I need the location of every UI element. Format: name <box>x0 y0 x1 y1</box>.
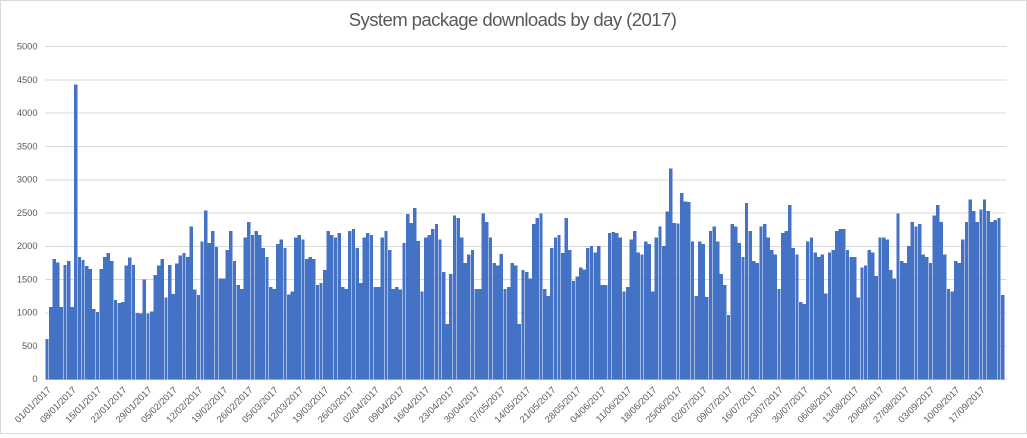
svg-text:0: 0 <box>32 374 37 384</box>
svg-text:4500: 4500 <box>17 75 38 85</box>
svg-text:2000: 2000 <box>17 241 38 251</box>
svg-text:3000: 3000 <box>17 175 38 185</box>
svg-text:1500: 1500 <box>17 274 38 284</box>
svg-text:1000: 1000 <box>17 308 38 318</box>
svg-text:2500: 2500 <box>17 208 38 218</box>
svg-text:5000: 5000 <box>17 42 38 52</box>
svg-text:4000: 4000 <box>17 108 38 118</box>
svg-text:3500: 3500 <box>17 141 38 151</box>
svg-text:System package downloads by da: System package downloads by day (2017) <box>349 9 677 30</box>
svg-text:500: 500 <box>22 341 38 351</box>
